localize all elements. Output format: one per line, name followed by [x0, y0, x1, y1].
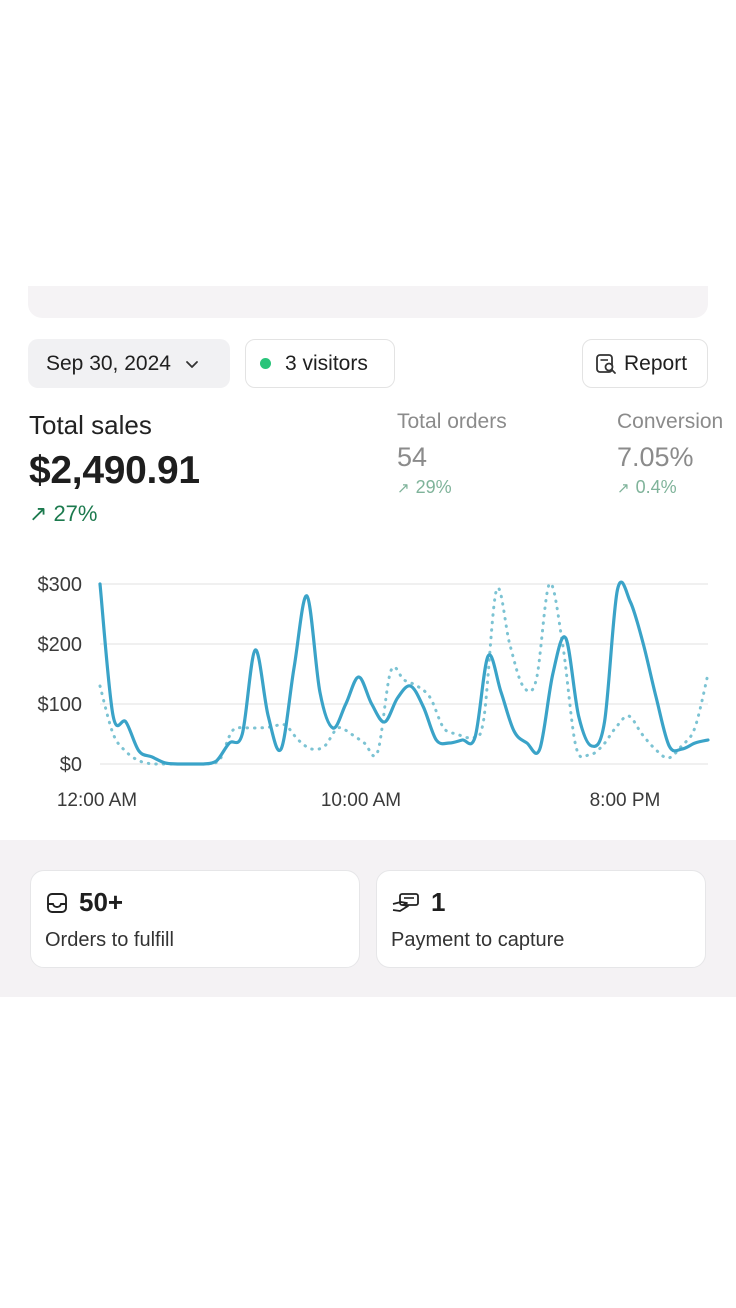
report-button[interactable]: Report: [582, 339, 708, 388]
x-tick-label: 12:00 AM: [57, 790, 137, 811]
comparison-series-line: [98, 582, 710, 766]
conversion-delta: ↗ 0.4%: [617, 477, 723, 498]
y-tick-label: $200: [38, 634, 83, 656]
payment-to-capture-label: Payment to capture: [391, 929, 565, 951]
y-tick-label: $300: [38, 574, 83, 596]
date-picker-button[interactable]: Sep 30, 2024: [28, 339, 230, 388]
card-head: 1: [391, 887, 445, 918]
y-tick-label: $100: [38, 694, 83, 716]
orders-to-fulfill-card[interactable]: 50+ Orders to fulfill: [30, 870, 360, 968]
orders-to-fulfill-count: 50+: [79, 887, 124, 917]
tasks-section: 50+ Orders to fulfill 1 Payment to captu…: [0, 840, 736, 997]
visitors-label: 3 visitors: [285, 351, 368, 375]
payment-hand-icon: [392, 892, 419, 912]
live-dot-icon: [260, 358, 271, 369]
chevron-down-icon: [186, 360, 198, 368]
total-sales-delta: ↗ 27%: [29, 501, 200, 527]
report-search-icon: [596, 353, 616, 374]
arrow-up-right-icon: ↗: [617, 480, 630, 497]
live-visitors-button[interactable]: 3 visitors: [245, 339, 395, 388]
total-sales-label: Total sales: [29, 410, 152, 440]
report-label: Report: [624, 351, 688, 375]
sales-chart-svg: $300 $200 $100 $0 12:00 AM 10:00 AM 8:00 PM: [38, 574, 710, 811]
payment-to-capture-count: 1: [431, 887, 446, 917]
sales-chart[interactable]: $300 $200 $100 $0 12:00 AM 10:00 AM 8:00 PM: [0, 560, 736, 830]
x-tick-label: 8:00 PM: [590, 790, 661, 811]
x-tick-label: 10:00 AM: [321, 790, 401, 811]
arrow-up-right-icon: ↗: [29, 501, 48, 526]
card-head: 50+: [45, 887, 123, 918]
collapsed-banner: [28, 286, 708, 318]
conversion-label: Conversion: [617, 410, 724, 433]
total-orders-label: Total orders: [397, 410, 507, 433]
toolbar: Sep 30, 2024 3 visitors Report: [28, 339, 708, 389]
conversion-metric[interactable]: Conversion 7.05% ↗ 0.4%: [617, 410, 723, 498]
total-orders-delta: ↗ 29%: [397, 477, 507, 498]
y-tick-label: $0: [60, 754, 82, 776]
total-orders-metric[interactable]: Total orders 54 ↗ 29%: [397, 410, 507, 498]
total-sales-metric[interactable]: Total sales $2,490.91 ↗ 27%: [29, 410, 200, 527]
conversion-delta-value: 0.4%: [635, 477, 677, 497]
payment-to-capture-card[interactable]: 1 Payment to capture: [376, 870, 706, 968]
inbox-icon: [47, 892, 67, 913]
total-orders-value: 54: [397, 442, 428, 472]
current-series-line: [98, 580, 710, 766]
conversion-value: 7.05%: [617, 442, 694, 472]
total-sales-delta-value: 27%: [53, 501, 98, 526]
date-label: Sep 30, 2024: [46, 351, 171, 375]
arrow-up-right-icon: ↗: [397, 480, 410, 497]
total-sales-value: $2,490.91: [29, 449, 200, 492]
orders-to-fulfill-label: Orders to fulfill: [45, 929, 174, 951]
total-orders-delta-value: 29%: [415, 477, 452, 497]
